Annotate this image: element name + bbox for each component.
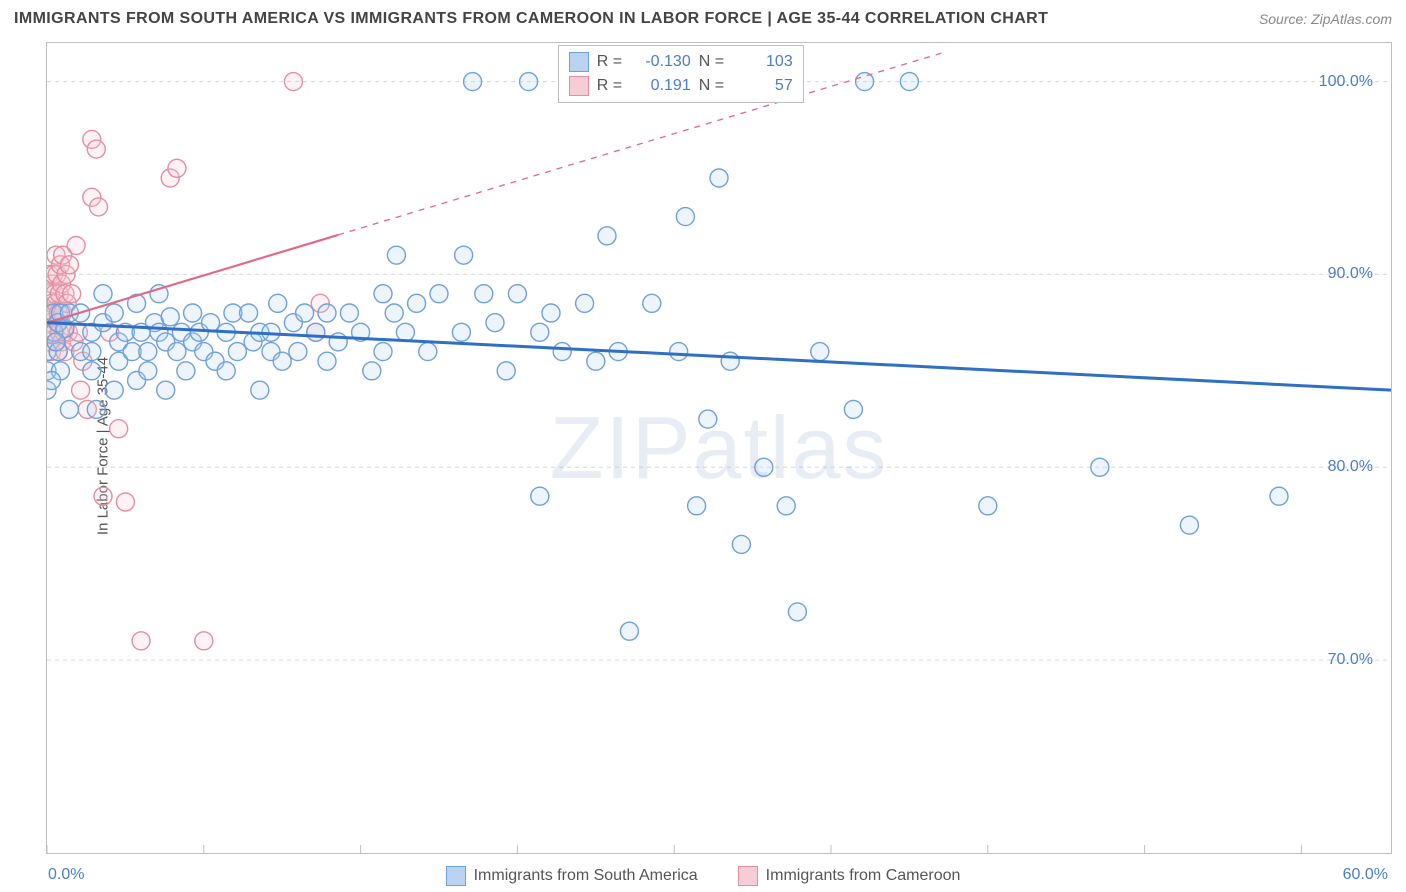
series-a-label: Immigrants from South America	[474, 867, 698, 885]
stats-row-series-a: R = -0.130 N = 103	[569, 50, 793, 74]
series-b-r-value: 0.191	[635, 77, 691, 95]
legend-item-series-a: Immigrants from South America	[446, 866, 698, 886]
n-label: N =	[699, 53, 729, 71]
y-tick-label: 90.0%	[1328, 265, 1373, 283]
scatter-plot	[47, 43, 1391, 853]
series-a-swatch	[569, 52, 589, 72]
correlation-stats-box: R = -0.130 N = 103 R = 0.191 N = 57	[558, 45, 804, 103]
series-a-r-value: -0.130	[635, 53, 691, 71]
x-tick-max: 60.0%	[1343, 866, 1388, 884]
stats-row-series-b: R = 0.191 N = 57	[569, 74, 793, 98]
series-b-swatch	[569, 76, 589, 96]
r-label: R =	[597, 53, 627, 71]
y-tick-label: 70.0%	[1328, 651, 1373, 669]
series-b-n-value: 57	[737, 77, 793, 95]
bottom-legend: Immigrants from South America Immigrants…	[0, 866, 1406, 886]
title-bar: IMMIGRANTS FROM SOUTH AMERICA VS IMMIGRA…	[0, 0, 1406, 38]
series-b-swatch	[738, 866, 758, 886]
legend-item-series-b: Immigrants from Cameroon	[738, 866, 961, 886]
y-tick-label: 80.0%	[1328, 458, 1373, 476]
source-attribution: Source: ZipAtlas.com	[1259, 11, 1392, 27]
series-a-swatch	[446, 866, 466, 886]
r-label: R =	[597, 77, 627, 95]
x-tick-min: 0.0%	[48, 866, 84, 884]
series-a-n-value: 103	[737, 53, 793, 71]
chart-area: ZIPatlas R = -0.130 N = 103 R = 0.191 N …	[46, 42, 1392, 854]
n-label: N =	[699, 77, 729, 95]
chart-title: IMMIGRANTS FROM SOUTH AMERICA VS IMMIGRA…	[14, 10, 1048, 28]
series-b-label: Immigrants from Cameroon	[766, 867, 961, 885]
y-tick-label: 100.0%	[1319, 73, 1373, 91]
